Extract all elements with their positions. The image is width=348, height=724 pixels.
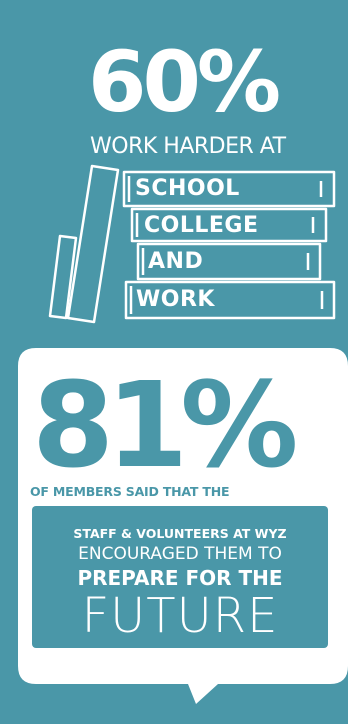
bottom-stat-percent: 81% — [32, 356, 298, 494]
future-line: FUTURE — [81, 588, 279, 644]
book-and-outline — [136, 242, 322, 281]
members-caption: OF MEMBERS SAID THAT THE — [30, 484, 230, 499]
staff-line: STAFF & VOLUNTEERS AT WYZ — [73, 526, 287, 541]
leaning-book-back — [66, 164, 120, 324]
message-box: STAFF & VOLUNTEERS AT WYZ ENCOURAGED THE… — [32, 506, 328, 648]
encouraged-line: ENCOURAGED THEM TO — [78, 544, 282, 564]
book-college-outline — [130, 207, 328, 243]
book-label-work: WORK — [136, 287, 215, 312]
top-stat-percent: 60% — [88, 33, 281, 131]
book-label-school: SCHOOL — [135, 176, 240, 201]
prepare-line: PREPARE FOR THE — [77, 566, 283, 590]
top-stat-caption: WORK HARDER AT — [90, 134, 286, 159]
book-label-college: COLLEGE — [144, 213, 259, 238]
leaning-book-front — [48, 234, 78, 320]
book-work-outline — [124, 280, 336, 320]
book-label-and: AND — [148, 249, 204, 274]
books-illustration — [48, 164, 336, 324]
book-school-outline — [122, 170, 336, 208]
